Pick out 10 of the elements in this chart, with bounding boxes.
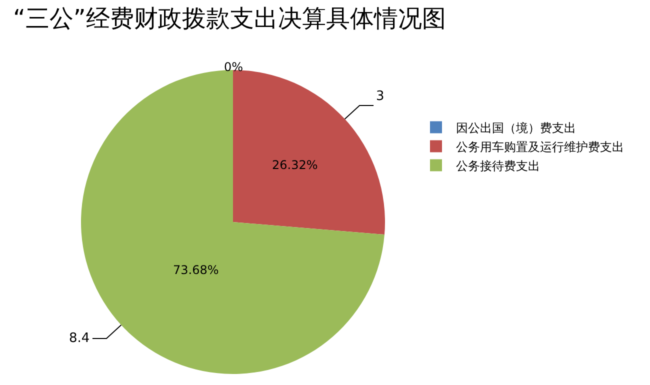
legend-label: 因公出国（境）费支出 (456, 120, 576, 135)
chart-title: “三公”经费财政拨款支出决算具体情况图 (13, 4, 446, 32)
legend-label: 公务接待费支出 (456, 158, 540, 173)
text: 0% (224, 60, 244, 74)
data-label: 8.4 (69, 331, 90, 346)
legend-label: 公务用车购置及运行维护费支出 (456, 140, 624, 154)
pie-slice (233, 70, 385, 235)
data-label: 3 (376, 89, 384, 104)
text: 26.32% (272, 158, 318, 172)
text: 73.68% (173, 263, 219, 277)
